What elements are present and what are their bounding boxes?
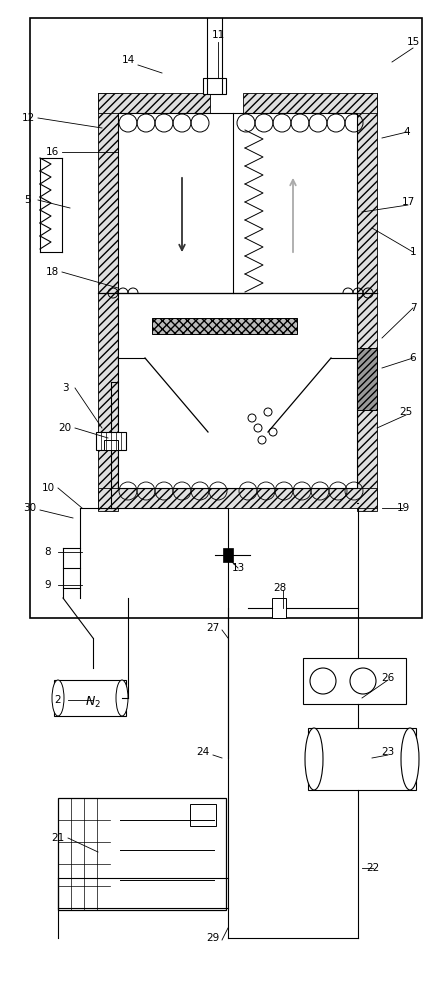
Text: 10: 10 (41, 483, 54, 493)
Text: 26: 26 (381, 673, 394, 683)
Ellipse shape (304, 728, 322, 790)
Text: 30: 30 (23, 503, 36, 513)
Bar (223, 548, 233, 562)
Bar (54, 680, 126, 716)
Text: 4: 4 (403, 127, 410, 137)
Text: 14: 14 (121, 55, 134, 65)
Bar (58, 798, 226, 910)
Text: 24: 24 (196, 747, 209, 757)
Text: 20: 20 (58, 423, 71, 433)
Text: 12: 12 (21, 113, 35, 123)
Text: 13: 13 (231, 563, 244, 573)
Bar (98, 93, 118, 511)
Text: 27: 27 (206, 623, 219, 633)
Bar (104, 440, 118, 450)
Text: $N_2$: $N_2$ (85, 694, 101, 710)
Bar (272, 598, 285, 618)
Bar (307, 728, 415, 790)
Text: 25: 25 (399, 407, 412, 417)
Text: 29: 29 (206, 933, 219, 943)
Bar (190, 804, 215, 826)
Bar (356, 348, 376, 410)
Text: 9: 9 (45, 580, 51, 590)
Bar (98, 488, 376, 508)
Ellipse shape (116, 680, 128, 716)
Text: 17: 17 (400, 197, 413, 207)
Bar (202, 78, 226, 94)
Text: 5: 5 (25, 195, 31, 205)
Text: 22: 22 (366, 863, 379, 873)
Bar (30, 18, 421, 618)
Bar (118, 293, 356, 488)
Text: 23: 23 (381, 747, 394, 757)
Text: 2: 2 (55, 695, 61, 705)
Text: 19: 19 (396, 503, 409, 513)
Bar (356, 93, 376, 511)
Ellipse shape (52, 680, 64, 716)
Bar (302, 658, 405, 704)
Bar (98, 93, 209, 113)
Text: 21: 21 (51, 833, 64, 843)
Text: 8: 8 (45, 547, 51, 557)
Text: 15: 15 (406, 37, 419, 47)
Text: 11: 11 (211, 30, 224, 40)
Bar (96, 432, 126, 450)
Text: 16: 16 (45, 147, 59, 157)
Text: 6: 6 (409, 353, 415, 363)
Text: 7: 7 (409, 303, 415, 313)
Ellipse shape (400, 728, 418, 790)
Text: 1: 1 (409, 247, 415, 257)
Text: 18: 18 (45, 267, 59, 277)
Bar (243, 93, 376, 113)
Bar (118, 113, 356, 488)
Bar (152, 318, 297, 334)
Text: 3: 3 (62, 383, 68, 393)
Text: 28: 28 (273, 583, 286, 593)
